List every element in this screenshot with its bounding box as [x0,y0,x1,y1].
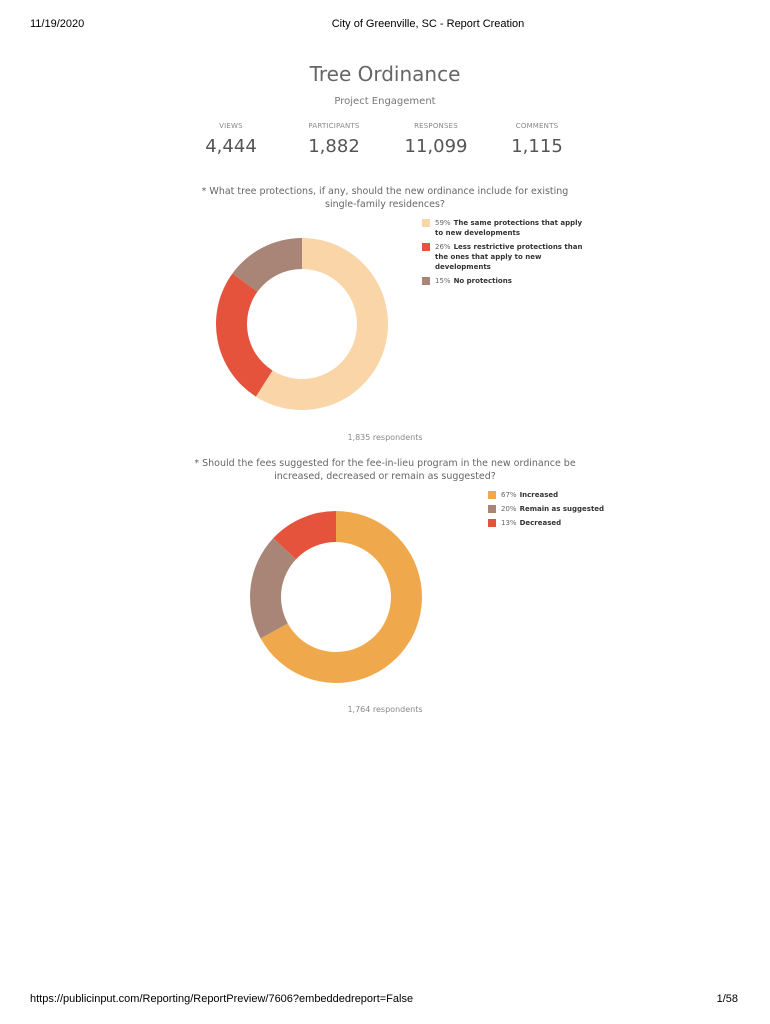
stat: VIEWS 4,444 [171,122,291,157]
stat-value: 4,444 [205,136,257,157]
stat: RESPONSES 11,099 [376,122,496,157]
donut-chart [216,238,388,410]
legend-swatch [422,277,430,285]
donut-chart [250,511,422,683]
legend-percent: 15% [435,277,451,285]
legend-label: Remain as suggested [519,505,605,513]
stat-value: 11,099 [404,136,468,157]
question: * What tree protections, if any, should … [201,186,569,210]
legend-label: No protections [453,277,512,285]
stat-value: 1,882 [308,136,360,157]
legend-item: 15% No protections [422,276,592,286]
legend-swatch [488,519,496,527]
legend-label: Less restrictive protections than the on… [435,243,583,271]
legend: 59% The same protections that apply to ne… [422,218,592,290]
respondents: 1,835 respondents [347,433,423,442]
legend-percent: 13% [501,519,517,527]
legend-percent: 20% [501,505,517,513]
legend-item: 13% Decreased [488,518,658,528]
print-title: City of Greenville, SC - Report Creation [331,18,525,30]
legend-swatch [422,243,430,251]
legend-item: 20% Remain as suggested [488,504,658,514]
stat-label: COMMENTS [515,122,559,130]
donut-slice [250,538,296,639]
legend-label: Decreased [519,519,562,527]
legend-percent: 59% [435,219,451,227]
legend-label: The same protections that apply to new d… [435,219,583,237]
footer-url: https://publicinput.com/Reporting/Report… [30,993,414,1005]
legend-swatch [422,219,430,227]
donut-slice [255,238,388,410]
stat-label: VIEWS [219,122,243,130]
legend-percent: 26% [435,243,451,251]
legend-item: 59% The same protections that apply to ne… [422,218,592,238]
question: * Should the fees suggested for the fee-… [194,458,576,482]
page-number: 1/58 [716,993,738,1005]
legend-item: 26% Less restrictive protections than the… [422,242,592,272]
legend-swatch [488,505,496,513]
stat-value: 1,115 [511,136,563,157]
donut-slice [273,511,336,560]
stat-label: PARTICIPANTS [308,122,360,130]
donut-slice [260,511,422,683]
stat-label: RESPONSES [414,122,458,130]
report-title: Tree Ordinance [309,62,461,86]
donut-slice [232,238,302,292]
donut-slice [216,273,273,397]
legend: 67% Increased 20% Remain as suggested 13% Dec… [488,490,658,532]
legend-item: 67% Increased [488,490,658,500]
stat: COMMENTS 1,115 [477,122,597,157]
stat: PARTICIPANTS 1,882 [274,122,394,157]
report-subtitle: Project Engagement [334,96,436,107]
legend-swatch [488,491,496,499]
legend-percent: 67% [501,491,517,499]
legend-label: Increased [519,491,559,499]
print-date: 11/19/2020 [30,18,85,30]
respondents: 1,764 respondents [347,705,423,714]
